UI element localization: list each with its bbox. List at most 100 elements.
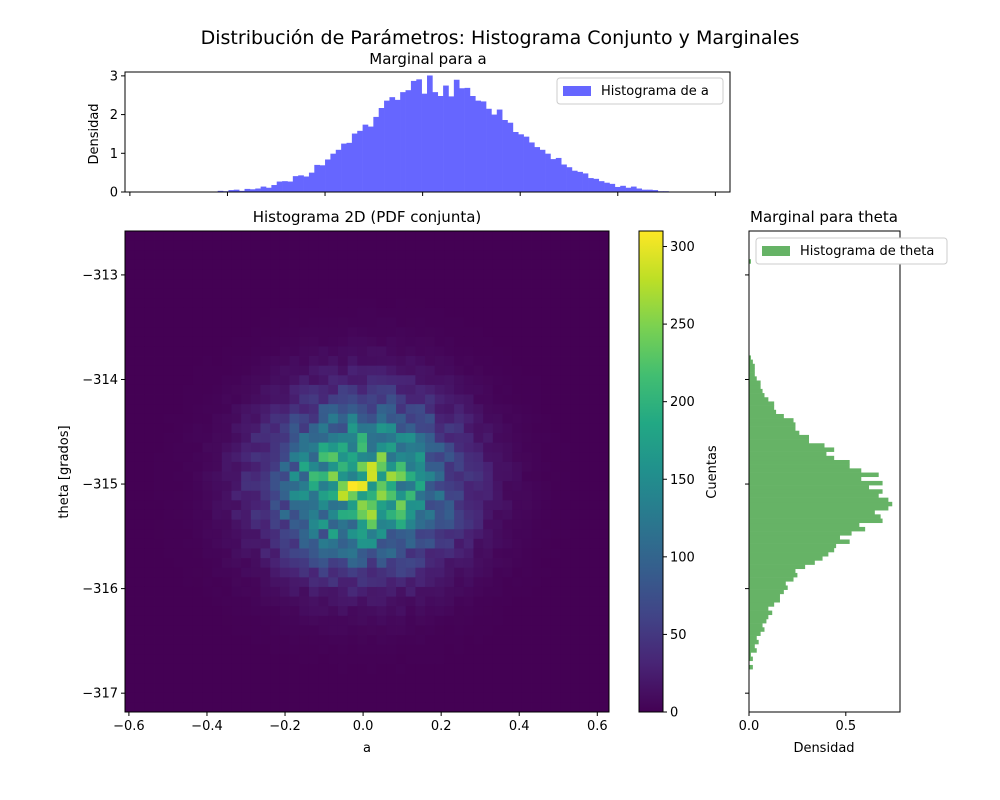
joint-histogram-cell bbox=[192, 442, 203, 453]
joint-histogram-cell bbox=[289, 298, 300, 309]
joint-histogram-cell bbox=[502, 452, 513, 463]
joint-histogram-cell bbox=[405, 683, 416, 694]
joint-histogram-cell bbox=[589, 702, 600, 713]
joint-histogram-cell bbox=[337, 288, 349, 299]
joint-histogram-cell bbox=[270, 577, 281, 588]
joint-histogram-cell bbox=[289, 558, 300, 569]
joint-histogram-cell bbox=[328, 423, 339, 434]
joint-histogram-cell bbox=[579, 269, 591, 280]
joint-histogram-cell bbox=[241, 558, 252, 569]
marginal-theta-bar bbox=[749, 635, 757, 641]
joint-histogram-cell bbox=[560, 288, 571, 299]
joint-histogram-cell bbox=[299, 663, 310, 674]
joint-histogram-cell bbox=[589, 529, 600, 540]
joint-histogram-cell bbox=[560, 702, 571, 713]
joint-histogram-cell bbox=[492, 548, 503, 559]
joint-histogram-cell bbox=[328, 240, 339, 251]
joint-histogram-cell bbox=[183, 240, 194, 251]
joint-histogram-cell bbox=[396, 596, 407, 607]
joint-histogram-cell bbox=[357, 644, 368, 655]
joint-histogram-cell bbox=[454, 548, 465, 559]
joint-histogram-cell bbox=[357, 615, 368, 626]
joint-histogram-cell bbox=[425, 606, 436, 617]
joint-histogram-cell bbox=[454, 442, 465, 453]
joint-histogram-cell bbox=[202, 404, 213, 415]
marginal-a-bar bbox=[534, 147, 541, 192]
joint-histogram-cell bbox=[328, 269, 339, 280]
joint-histogram-cell bbox=[570, 288, 581, 299]
joint-histogram-cell bbox=[192, 490, 203, 501]
joint-histogram-cell bbox=[357, 471, 368, 482]
joint-histogram-cell bbox=[589, 442, 600, 453]
joint-histogram-cell bbox=[415, 259, 426, 270]
joint-histogram-cell bbox=[570, 548, 581, 559]
joint-histogram-cell bbox=[231, 327, 242, 338]
joint-histogram-cell bbox=[289, 250, 300, 261]
joint-histogram-cell bbox=[279, 231, 290, 242]
joint-histogram-cell bbox=[579, 307, 591, 318]
joint-histogram-cell bbox=[299, 307, 310, 318]
joint-histogram-cell bbox=[163, 259, 174, 270]
joint-histogram-cell bbox=[579, 577, 591, 588]
joint-histogram-cell bbox=[405, 558, 416, 569]
joint-histogram-cell bbox=[521, 413, 532, 424]
joint-histogram-cell bbox=[483, 558, 494, 569]
joint-histogram-cell bbox=[250, 702, 261, 713]
joint-histogram-cell bbox=[279, 259, 290, 270]
joint-histogram-cell bbox=[531, 346, 542, 357]
joint-histogram-cell bbox=[599, 596, 610, 607]
joint-histogram-cell bbox=[192, 365, 203, 376]
joint-histogram-cell bbox=[308, 404, 319, 415]
joint-histogram-cell bbox=[279, 336, 290, 347]
joint-histogram-cell bbox=[570, 298, 581, 309]
joint-histogram-cell bbox=[144, 356, 155, 367]
joint-histogram-cell bbox=[386, 509, 397, 520]
joint-histogram-cell bbox=[192, 346, 203, 357]
joint-histogram-cell bbox=[444, 433, 455, 444]
joint-histogram-cell bbox=[308, 606, 319, 617]
joint-histogram-cell bbox=[241, 702, 252, 713]
joint-histogram-cell bbox=[550, 538, 561, 549]
joint-histogram-cell bbox=[415, 346, 426, 357]
joint-histogram-cell bbox=[328, 625, 339, 636]
joint-histogram-cell bbox=[270, 279, 281, 290]
joint-histogram-cell bbox=[434, 481, 445, 492]
joint-histogram-cell bbox=[289, 529, 300, 540]
joint-histogram-cell bbox=[444, 500, 455, 511]
joint-histogram-cell bbox=[202, 635, 213, 646]
joint-histogram-cell bbox=[367, 404, 378, 415]
joint-histogram-cell bbox=[279, 490, 290, 501]
joint-histogram-cell bbox=[241, 615, 252, 626]
joint-histogram-cell bbox=[183, 673, 194, 684]
joint-histogram-cell bbox=[386, 635, 397, 646]
marginal-a-bar bbox=[367, 126, 374, 192]
joint-histogram-cell bbox=[376, 259, 387, 270]
joint-histogram-cell bbox=[473, 567, 484, 578]
marginal-theta-bar bbox=[749, 602, 775, 607]
joint-histogram-cell bbox=[415, 461, 426, 472]
joint-histogram-cell bbox=[599, 404, 610, 415]
joint-histogram-cell bbox=[221, 519, 232, 530]
joint-histogram-cell bbox=[560, 433, 571, 444]
joint-histogram-cell bbox=[347, 500, 358, 511]
joint-histogram-cell bbox=[589, 269, 600, 280]
joint-histogram-cell bbox=[541, 548, 552, 559]
joint-histogram-cell bbox=[173, 625, 184, 636]
joint-histogram-cell bbox=[308, 586, 319, 597]
joint-histogram-cell bbox=[134, 635, 145, 646]
joint-histogram-cell bbox=[415, 404, 426, 415]
joint-histogram-cell bbox=[357, 423, 368, 434]
joint-histogram-cell bbox=[221, 471, 232, 482]
joint-histogram-cell bbox=[367, 509, 378, 520]
joint-histogram-cell bbox=[589, 615, 600, 626]
marginal-a-bar bbox=[394, 99, 401, 192]
joint-histogram-cell bbox=[550, 596, 561, 607]
joint-histogram-cell bbox=[473, 250, 484, 261]
joint-histogram-cell bbox=[521, 442, 532, 453]
joint-histogram-cell bbox=[386, 298, 397, 309]
joint-histogram-cell bbox=[415, 702, 426, 713]
joint-histogram-cell bbox=[192, 452, 203, 463]
joint-histogram-cell bbox=[541, 654, 552, 665]
joint-histogram-cell bbox=[192, 317, 203, 328]
